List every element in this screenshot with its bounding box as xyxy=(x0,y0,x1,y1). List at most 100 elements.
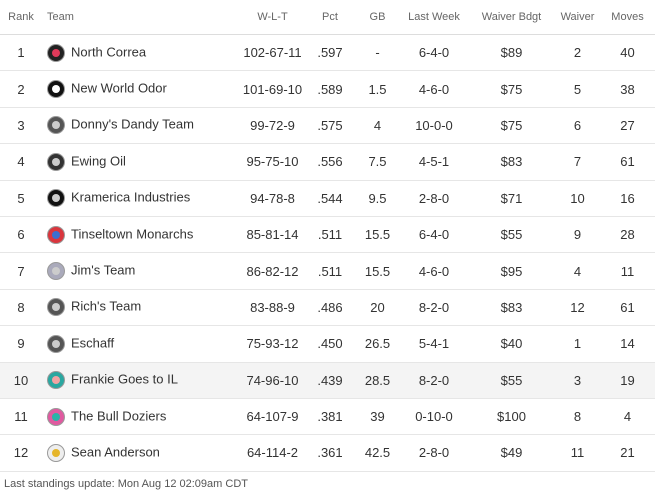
team-name[interactable]: Tinseltown Monarchs xyxy=(71,226,194,242)
cell: 2-8-0 xyxy=(400,180,468,217)
cell: 5 xyxy=(0,180,42,217)
cell: 6-4-0 xyxy=(400,34,468,72)
cell: 11 xyxy=(600,252,655,290)
cell: 64-114-2 xyxy=(240,434,305,472)
cell: 40 xyxy=(600,34,655,72)
cell: 102-67-11 xyxy=(240,34,305,72)
team-name[interactable]: Ewing Oil xyxy=(71,153,126,169)
team-avatar xyxy=(47,334,65,353)
cell: 28.5 xyxy=(355,362,400,399)
cell: 75-93-12 xyxy=(240,325,305,363)
cell: 4 xyxy=(355,107,400,145)
cell: 15.5 xyxy=(355,216,400,254)
team-cell: Sean Anderson xyxy=(42,434,240,472)
cell: - xyxy=(355,34,400,72)
cell: .361 xyxy=(305,434,355,472)
cell: $75 xyxy=(468,107,555,145)
team-row: 3 Donny's Dandy Team 99-72-9.575 4 10-0-0 $75… xyxy=(0,107,655,145)
cell: 8 xyxy=(555,398,600,436)
cell: 1.5 xyxy=(355,70,400,108)
team-cell: North Correa xyxy=(42,34,240,72)
cell: 94-78-8 xyxy=(240,180,305,217)
cell: 3 xyxy=(555,362,600,399)
team-cell: Frankie Goes to IL xyxy=(42,362,240,399)
column-header: Team xyxy=(42,0,240,35)
cell: 83-88-9 xyxy=(240,289,305,327)
cell: .556 xyxy=(305,143,355,181)
cell: 5-4-1 xyxy=(400,325,468,363)
cell: 2-8-0 xyxy=(400,434,468,472)
cell: 4 xyxy=(600,398,655,436)
cell: 1 xyxy=(555,325,600,363)
team-name[interactable]: North Correa xyxy=(71,44,147,60)
team-name[interactable]: Rich's Team xyxy=(71,298,142,314)
cell: $75 xyxy=(468,70,555,108)
team-name[interactable]: Eschaff xyxy=(71,335,115,351)
cell: 10-0-0 xyxy=(400,107,468,145)
header-row: Rank Team W-L-T Pct GB Last Week Waiver Bdgt Wa… xyxy=(0,0,655,35)
cell: .486 xyxy=(305,289,355,327)
column-header: Moves xyxy=(600,0,655,35)
cell: 8-2-0 xyxy=(400,362,468,399)
cell: .589 xyxy=(305,70,355,108)
team-cell: Donny's Dandy Team xyxy=(42,107,240,145)
team-cell: The Bull Doziers xyxy=(42,398,240,436)
team-cell: New World Odor xyxy=(42,70,240,108)
team-cell: Tinseltown Monarchs xyxy=(42,216,240,254)
cell: .597 xyxy=(305,34,355,72)
cell: $83 xyxy=(468,289,555,327)
team-cell: Kramerica Industries xyxy=(42,180,240,217)
cell: 86-82-12 xyxy=(240,252,305,290)
cell: 4-6-0 xyxy=(400,70,468,108)
team-row: 5 Kramerica Industries 94-78-8.544 9.5 2-8-0… xyxy=(0,180,655,217)
column-header: W-L-T xyxy=(240,0,305,35)
team-row: 11 The Bull Doziers 64-107-9.381 39 0-10-0 $1… xyxy=(0,398,655,436)
cell: 8 xyxy=(0,289,42,327)
cell: 6 xyxy=(0,216,42,254)
team-name[interactable]: Sean Anderson xyxy=(71,444,160,460)
team-name[interactable]: The Bull Doziers xyxy=(71,408,167,424)
team-cell: Jim's Team xyxy=(42,252,240,290)
cell: 28 xyxy=(600,216,655,254)
cell: 10 xyxy=(0,362,42,399)
cell: 42.5 xyxy=(355,434,400,472)
team-name[interactable]: New World Odor xyxy=(71,80,167,96)
cell: .439 xyxy=(305,362,355,399)
team-name[interactable]: Kramerica Industries xyxy=(71,189,191,205)
team-row: 7 Jim's Team 86-82-12.511 15.5 4-6-0 $95 4 11 xyxy=(0,252,655,290)
cell: 26.5 xyxy=(355,325,400,363)
cell: 14 xyxy=(600,325,655,363)
cell: 7 xyxy=(0,252,42,290)
cell: 95-75-10 xyxy=(240,143,305,181)
team-row: 8 Rich's Team 83-88-9.486 20 8-2-0 $83 12 61 xyxy=(0,289,655,327)
team-row: 10 Frankie Goes to IL 74-96-10.439 28.5 8-2-… xyxy=(0,362,655,399)
team-name[interactable]: Jim's Team xyxy=(71,262,136,278)
cell: 7.5 xyxy=(355,143,400,181)
cell: 0-10-0 xyxy=(400,398,468,436)
team-name[interactable]: Frankie Goes to IL xyxy=(71,371,178,387)
team-avatar xyxy=(47,225,65,244)
cell: $71 xyxy=(468,180,555,217)
cell: $49 xyxy=(468,434,555,472)
team-avatar xyxy=(47,407,65,426)
cell: 11 xyxy=(555,434,600,472)
cell: 1 xyxy=(0,34,42,72)
team-name[interactable]: Donny's Dandy Team xyxy=(71,116,194,132)
cell: 4-5-1 xyxy=(400,143,468,181)
cell: 6-4-0 xyxy=(400,216,468,254)
column-header: Last Week xyxy=(400,0,468,35)
cell: 5 xyxy=(555,70,600,108)
column-header: GB xyxy=(355,0,400,35)
cell: 2 xyxy=(0,70,42,108)
cell: .575 xyxy=(305,107,355,145)
cell: 61 xyxy=(600,289,655,327)
cell: 12 xyxy=(555,289,600,327)
cell: 10 xyxy=(555,180,600,217)
cell: $55 xyxy=(468,216,555,254)
cell: 20 xyxy=(355,289,400,327)
cell: 4 xyxy=(0,143,42,181)
standings-table: Rank Team W-L-T Pct GB Last Week Waiver Bdgt Wa… xyxy=(0,0,655,472)
cell: .544 xyxy=(305,180,355,217)
team-avatar xyxy=(47,43,65,62)
